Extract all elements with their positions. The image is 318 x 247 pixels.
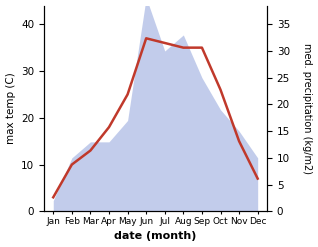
X-axis label: date (month): date (month): [114, 231, 197, 242]
Y-axis label: med. precipitation (kg/m2): med. precipitation (kg/m2): [302, 43, 313, 174]
Y-axis label: max temp (C): max temp (C): [5, 73, 16, 144]
